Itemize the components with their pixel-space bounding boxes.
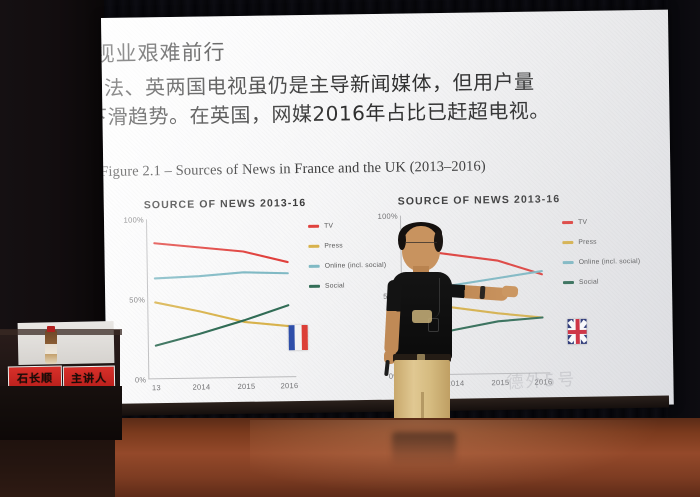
chart-france-title: SOURCE OF NEWS 2013-16 [143,196,307,212]
legend-item-social: Social [308,282,379,290]
wristwatch-icon [479,285,486,300]
chart-france-plot: 100% 50% 0% 13 2014 2015 2016 [124,215,299,392]
legend-item-press: Press [308,242,378,250]
legend-swatch-social [562,281,574,285]
france-flag-icon [288,324,308,351]
y-tick-50: 50% [129,295,146,305]
legend-swatch-online [562,261,574,265]
legend-label-social: Social [578,278,599,286]
y-tick-100: 100% [123,215,145,225]
legend-swatch-social [308,284,321,288]
legend-swatch-tv [308,224,320,228]
speaker-reflection [392,432,456,466]
legend-label-social: Social [324,282,345,290]
y-tick-100: 100% [377,211,399,221]
head-table-front [0,386,122,440]
series-line-press [154,301,290,328]
badge [428,318,439,332]
slide-body-line-1: 法、英两国电视虽仍是主导新闻媒体，但用户量 [103,69,535,100]
legend-label-tv: TV [324,222,334,230]
chart-uk-title: SOURCE OF NEWS 2013-16 [397,193,561,208]
shirt-logo [412,310,432,323]
x-tick-2015: 2015 [237,381,256,392]
x-tick-2014: 2014 [192,382,211,392]
legend-item-online: Online (incl. social) [562,258,640,266]
legend-item-tv: TV [562,218,632,226]
legend-swatch-press [562,241,574,245]
slide-body-text: 法、英两国电视虽仍是主导新闻媒体，但用户量 呈下滑趋势。在英国，网媒2016年占… [101,67,602,133]
belt-buckle [417,354,425,362]
slide-body-line-2: 呈下滑趋势。在英国，网媒2016年占比已赶超电视。 [101,98,551,130]
y-tick-0: 0% [134,375,147,385]
chart-uk-legend: TV Press Online (incl. social) Social [562,218,640,299]
legend-swatch-tv [562,221,574,225]
figure-caption: Figure 2.1 – Sources of News in France a… [101,158,486,181]
bottle-cap [47,326,55,332]
bottle-label [45,344,57,354]
legend-item-social: Social [562,278,633,286]
head-table-edge [0,329,122,335]
speaker-head [402,226,440,271]
speaker-neck [413,266,429,276]
stage-floor-highlight [250,420,670,496]
x-tick-2016: 2016 [280,381,299,391]
page-title: 电视业艰难前行 [101,40,226,67]
legend-label-press: Press [578,238,597,246]
slide-watermark: 德外5号 [506,369,577,394]
legend-swatch-press [308,244,320,248]
legend-label-press: Press [324,242,343,250]
head-table-cloth [17,320,115,366]
glasses-icon [405,242,437,250]
speaker-hand-pointing [501,285,519,298]
legend-label-tv: TV [578,218,588,226]
legend-label-online: Online (incl. social) [578,258,641,266]
legend-item-tv: TV [308,222,378,230]
speaker-hair-side-right [434,230,443,252]
speaker-arm-pointing [445,283,509,302]
legend-swatch-online [308,264,320,268]
uk-flag-icon [567,318,587,345]
speaker-hair-side-left [398,230,406,250]
nameplate-speaker-name-text: 石长顺 [16,371,54,386]
chart-france-series [153,242,290,347]
pointer-device [384,359,390,377]
series-line-online-incl-social [153,271,289,280]
series-line-social [154,304,290,347]
x-tick-2013: 13 [151,383,162,393]
lanyard [425,278,440,318]
series-line-tv [153,242,289,264]
legend-item-online: Online (incl. social) [308,262,386,270]
legend-item-press: Press [562,238,632,246]
nameplate-speaker-role-text: 主讲人 [70,371,108,386]
chart-france: SOURCE OF NEWS 2013-16 100% 50% 0% 13 20… [122,196,387,405]
chart-france-legend: TV Press Online (incl. social) Social [308,222,386,303]
